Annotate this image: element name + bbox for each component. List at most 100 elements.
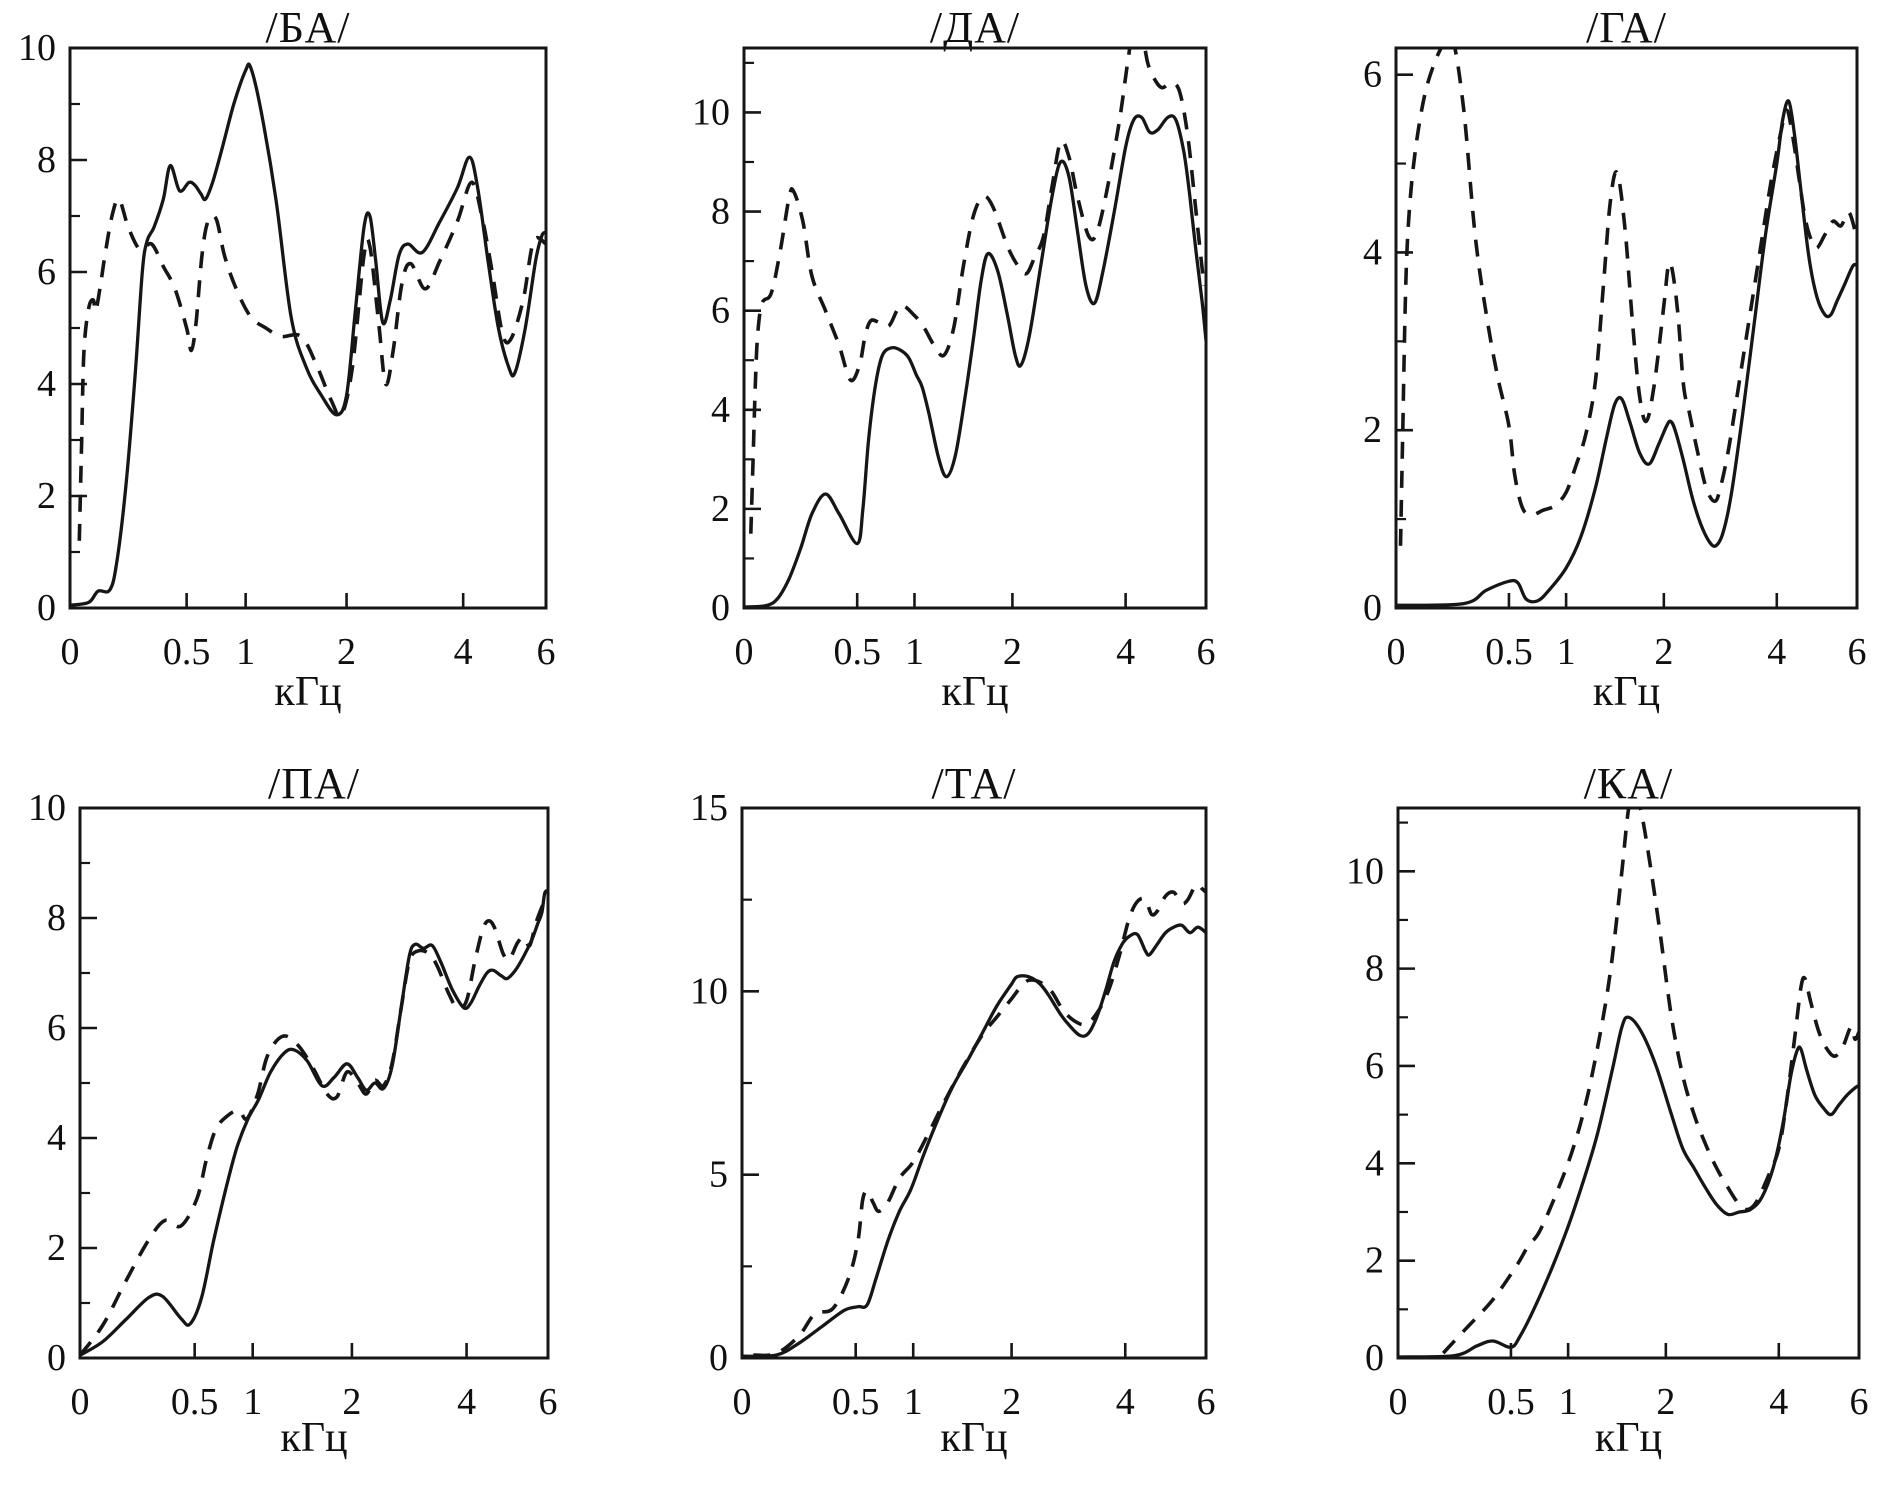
x-tick-label: 0.5: [1487, 1381, 1535, 1423]
series-lines: [744, 48, 1206, 608]
axis-ticks: [80, 806, 468, 1358]
axis-ticks: [1398, 821, 1781, 1358]
y-tick-label: 0: [1365, 1337, 1384, 1379]
x-tick-label: 4: [1116, 631, 1135, 673]
y-tick-label: 4: [711, 389, 730, 431]
y-tick-label: 6: [47, 1007, 66, 1049]
x-tick-label: 0: [733, 1381, 752, 1423]
axis-ticks: [744, 61, 1127, 608]
subplot-ta: /ТА/ 0 5 10 15 0 0.5 1 2 4 6 кГц: [634, 746, 1268, 1492]
x-tick-label: 0: [61, 631, 80, 673]
x-axis-unit-ba: кГц: [274, 669, 342, 715]
chart-plot-ka: 0 2 4 6 8 10 0 0.5 1 2 4 6: [1346, 806, 1869, 1423]
x-tick-label: 4: [1769, 1381, 1788, 1423]
chart-title-ka: /КА/: [1583, 759, 1674, 808]
solid-series-line: [70, 62, 546, 607]
axis-tick-labels: 0 2 4 6 8 10 0 0.5 1 2 4 6: [692, 91, 1216, 673]
y-tick-label: 0: [37, 587, 56, 629]
series-lines: [80, 888, 548, 1357]
chart-title-pa: /ПА/: [268, 759, 360, 808]
y-tick-label: 4: [1363, 231, 1382, 273]
subplot-ka: /КА/ 0 2 4 6 8 10 0 0.5 1 2 4 6 кГц: [1268, 746, 1902, 1492]
x-axis-unit-ga: кГц: [1592, 669, 1661, 715]
y-tick-label: 6: [1365, 1045, 1384, 1087]
subplot-da: /ДА/ 0 2 4 6 8 10 0 0.5 1 2 4 6 кГц: [634, 0, 1268, 746]
y-tick-label: 8: [47, 897, 66, 939]
axis-tick-labels: 0 2 4 6 8 10 0 0.5 1 2 4 6: [18, 27, 556, 673]
subplot-ba: /БА/ 0 2 4 6 8 10 0 0.5 1 2 4 6 кГц: [0, 0, 634, 746]
subplot-pa: /ПА/ 0 2 4 6 8 10 0 0.5 1 2 4 6 кГц: [0, 746, 634, 1492]
y-tick-label: 8: [711, 191, 730, 233]
chart-plot-pa: 0 2 4 6 8 10 0 0.5 1 2 4 6: [28, 787, 558, 1423]
x-tick-label: 6: [537, 631, 556, 673]
dashed-series-line: [77, 180, 546, 541]
y-tick-label: 15: [690, 787, 728, 829]
y-tick-label: 2: [1363, 409, 1382, 451]
axis-ticks: [70, 46, 465, 608]
y-tick-label: 0: [709, 1337, 728, 1379]
x-tick-label: 1: [236, 631, 255, 673]
y-tick-label: 2: [711, 488, 730, 530]
y-tick-label: 10: [1346, 850, 1384, 892]
x-tick-label: 0.5: [171, 1381, 219, 1423]
solid-series-line: [742, 923, 1206, 1358]
x-tick-label: 0: [1387, 631, 1406, 673]
y-tick-label: 6: [1363, 54, 1382, 96]
y-tick-label: 4: [37, 363, 56, 405]
series-lines: [70, 62, 546, 607]
solid-series-line: [80, 888, 548, 1357]
x-tick-label: 0.5: [163, 631, 211, 673]
chart-plot-ga: 0 2 4 6 0 0.5 1 2 4 6: [1363, 46, 1867, 673]
y-tick-label: 5: [709, 1154, 728, 1196]
y-tick-label: 8: [37, 139, 56, 181]
y-tick-label: 10: [690, 970, 728, 1012]
x-tick-label: 4: [1767, 631, 1786, 673]
series-lines: [742, 882, 1206, 1358]
dashed-series-line: [1441, 808, 1859, 1355]
chart-plot-ba: 0 2 4 6 8 10 0 0.5 1 2 4 6: [18, 27, 556, 673]
x-tick-label: 0: [735, 631, 754, 673]
y-tick-label: 4: [47, 1117, 66, 1159]
chart-title-da: /ДА/: [929, 3, 1021, 52]
x-tick-label: 0: [71, 1381, 90, 1423]
axis-tick-labels: 0 2 4 6 8 10 0 0.5 1 2 4 6: [1346, 850, 1869, 1423]
x-axis-unit-da: кГц: [941, 669, 1009, 715]
x-tick-label: 6: [1197, 1381, 1216, 1423]
x-tick-label: 1: [243, 1381, 262, 1423]
x-tick-label: 2: [337, 631, 356, 673]
chart-plot-da: 0 2 4 6 8 10 0 0.5 1 2 4 6: [692, 46, 1216, 673]
y-tick-label: 4: [1365, 1142, 1384, 1184]
chart-title-ta: /ТА/: [931, 759, 1017, 808]
dashed-series-line: [753, 882, 1206, 1358]
x-tick-label: 1: [905, 631, 924, 673]
x-tick-label: 2: [342, 1381, 361, 1423]
chart-plot-ta: 0 5 10 15 0 0.5 1 2 4 6: [690, 787, 1216, 1423]
y-tick-label: 10: [18, 27, 56, 69]
x-tick-label: 4: [1116, 1381, 1135, 1423]
chart-title-ga: /ГА/: [1586, 3, 1667, 52]
solid-series-line: [744, 114, 1206, 608]
chart-title-ba: /БА/: [265, 3, 351, 52]
subplot-ga: /ГА/ 0 2 4 6 0 0.5 1 2 4 6 кГц: [1268, 0, 1902, 746]
series-lines: [1398, 808, 1859, 1358]
axis-box: [68, 46, 548, 610]
x-tick-label: 0.5: [833, 631, 881, 673]
dashed-series-line: [1398, 48, 1857, 546]
series-lines: [1396, 48, 1857, 607]
x-tick-label: 4: [454, 631, 473, 673]
x-tick-label: 2: [1654, 631, 1673, 673]
solid-series-line: [1398, 1015, 1859, 1358]
axis-ticks: [1396, 73, 1779, 608]
y-tick-label: 8: [1365, 948, 1384, 990]
x-tick-label: 0.5: [1485, 631, 1533, 673]
axis-tick-labels: 0 2 4 6 8 10 0 0.5 1 2 4 6: [28, 787, 558, 1423]
x-tick-label: 6: [539, 1381, 558, 1423]
y-tick-label: 0: [711, 587, 730, 629]
x-tick-label: 6: [1850, 1381, 1869, 1423]
dashed-series-line: [80, 892, 548, 1357]
y-tick-label: 0: [47, 1337, 66, 1379]
y-tick-label: 0: [1363, 587, 1382, 629]
y-tick-label: 2: [1365, 1240, 1384, 1282]
x-tick-label: 2: [1003, 631, 1022, 673]
